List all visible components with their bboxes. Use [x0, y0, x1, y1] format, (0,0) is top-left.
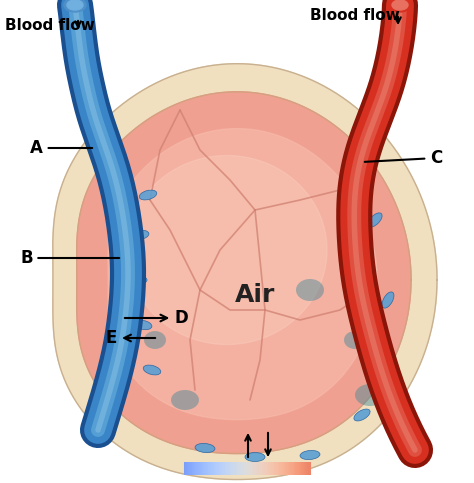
Ellipse shape — [344, 331, 366, 349]
Polygon shape — [127, 156, 327, 344]
Ellipse shape — [144, 331, 166, 349]
Ellipse shape — [129, 275, 147, 284]
Text: Blood flow: Blood flow — [5, 18, 95, 33]
Ellipse shape — [171, 390, 199, 410]
Ellipse shape — [382, 292, 394, 308]
Ellipse shape — [296, 279, 324, 301]
Ellipse shape — [375, 363, 389, 378]
Ellipse shape — [368, 213, 382, 227]
Ellipse shape — [300, 451, 320, 459]
Ellipse shape — [195, 443, 215, 453]
Text: E: E — [105, 329, 155, 347]
Ellipse shape — [389, 0, 411, 12]
Ellipse shape — [355, 384, 385, 406]
Ellipse shape — [354, 409, 370, 421]
Ellipse shape — [134, 320, 152, 330]
Polygon shape — [108, 128, 377, 420]
Text: D: D — [125, 309, 189, 327]
Polygon shape — [77, 92, 411, 454]
Ellipse shape — [143, 365, 161, 375]
Text: A: A — [30, 139, 92, 157]
Polygon shape — [53, 64, 437, 480]
Ellipse shape — [67, 0, 83, 10]
Text: Air: Air — [235, 283, 275, 307]
Ellipse shape — [245, 453, 265, 461]
Ellipse shape — [139, 190, 157, 200]
Text: B: B — [20, 249, 119, 267]
Ellipse shape — [64, 0, 86, 12]
Ellipse shape — [392, 0, 408, 10]
Ellipse shape — [131, 230, 149, 240]
Text: Blood flow: Blood flow — [310, 8, 400, 23]
Text: C: C — [365, 149, 442, 167]
Ellipse shape — [350, 159, 366, 171]
